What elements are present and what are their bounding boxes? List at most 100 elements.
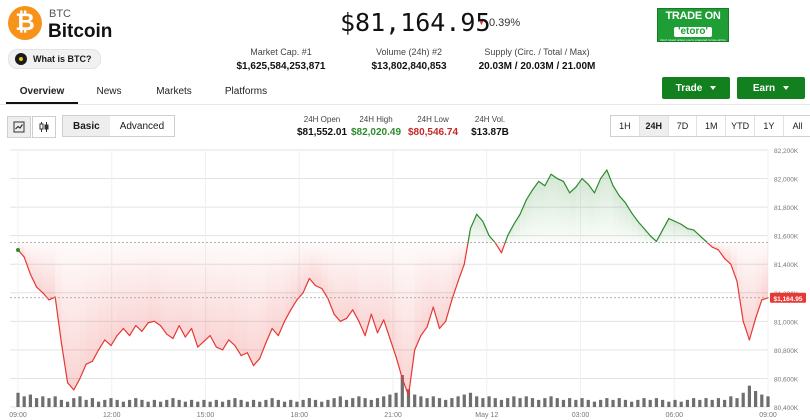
line-segment-down <box>345 309 354 320</box>
line-segment-down <box>203 335 211 342</box>
area-down <box>334 242 341 322</box>
area-up <box>470 214 477 243</box>
ohlc-label: 24H Open <box>303 115 341 124</box>
line-segment-down <box>494 242 503 254</box>
line-segment-down <box>159 325 168 335</box>
volume-bar <box>437 398 442 407</box>
area-down <box>346 242 353 319</box>
volume-bar <box>375 398 380 407</box>
line-segment-up <box>562 180 571 194</box>
range-1h-button[interactable]: 1H <box>611 116 640 136</box>
line-segment-down <box>451 280 459 301</box>
price-line <box>10 169 769 397</box>
tab-news[interactable]: News <box>96 85 122 97</box>
what-is-btc-button[interactable]: What is BTC? <box>8 49 101 69</box>
area-down <box>104 242 111 346</box>
area-down <box>737 242 744 322</box>
candlestick-toggle[interactable] <box>32 116 56 138</box>
line-segment-up <box>668 217 676 222</box>
line-segment-down <box>339 317 348 322</box>
y-tick-label: 81,000K <box>774 319 799 326</box>
line-segment-up <box>507 223 515 237</box>
x-tick-label: May 12 <box>475 412 498 419</box>
line-segment-down <box>234 345 242 357</box>
stat-label: Volume (24h) #2 <box>375 47 443 57</box>
line-segment-down <box>116 327 124 337</box>
area-down <box>445 242 452 322</box>
area-down <box>743 242 750 340</box>
volume-bar <box>667 401 671 407</box>
tab-platforms[interactable]: Platforms <box>224 85 268 97</box>
area-down <box>148 242 155 323</box>
volume-bar <box>673 399 677 407</box>
current-price: $81,164.95 <box>340 8 491 37</box>
area-down <box>48 242 56 300</box>
price-change: ▼ 0.39% <box>478 17 520 29</box>
volume-bar <box>115 399 119 407</box>
area-up <box>526 189 533 243</box>
line-segment-down <box>706 241 713 248</box>
volume-bar <box>679 401 683 407</box>
area-up <box>606 169 614 243</box>
line-segment-down <box>364 313 372 337</box>
area-down <box>371 242 378 333</box>
area-down <box>42 242 49 300</box>
range-7d-button[interactable]: 7D <box>669 116 698 136</box>
volume-bar <box>363 398 367 407</box>
area-down <box>315 242 322 289</box>
line-segment-up <box>556 177 565 183</box>
volume-bar <box>41 396 45 407</box>
area-down <box>253 242 260 366</box>
area-down <box>67 242 74 390</box>
line-chart-toggle[interactable] <box>7 116 31 138</box>
advanced-mode-button[interactable]: Advanced <box>119 120 165 132</box>
volume-bar <box>357 396 361 407</box>
area-down <box>724 242 731 265</box>
area-up <box>594 178 601 243</box>
volume-bar <box>239 399 243 407</box>
volume-bar <box>468 392 473 407</box>
area-up <box>644 228 651 243</box>
area-down <box>92 242 99 362</box>
line-segment-down <box>724 257 732 265</box>
range-ytd-button[interactable]: YTD <box>726 116 755 136</box>
range-1y-button[interactable]: 1Y <box>755 116 784 136</box>
line-segment-down <box>748 317 757 341</box>
volume-bars <box>16 375 770 407</box>
tab-overview[interactable]: Overview <box>6 80 78 104</box>
line-segment-up <box>624 202 633 214</box>
volume-bar <box>760 394 764 407</box>
area-up <box>662 218 669 243</box>
range-24h-button[interactable]: 24H <box>639 116 669 136</box>
etoro-ad-banner[interactable]: TRADE ON 'etoro' Don't invest unless you… <box>657 8 729 45</box>
volume-bar <box>475 396 479 407</box>
line-segment-down <box>755 299 763 320</box>
area-down <box>265 242 273 343</box>
area-up <box>563 181 570 243</box>
line-segment-down <box>29 273 38 288</box>
line-segment-down <box>265 327 273 344</box>
line-segment-down <box>91 349 100 362</box>
range-all-button[interactable]: All <box>792 121 803 131</box>
line-segment-up <box>680 223 689 230</box>
ohlc-value: $80,546.74 <box>407 127 459 138</box>
x-tick-label: 06:00 <box>665 412 683 419</box>
earn-button[interactable]: Earn <box>737 77 805 99</box>
trade-button[interactable]: Trade <box>662 77 730 99</box>
basic-mode-button[interactable]: Basic <box>63 116 110 136</box>
volume-bar <box>351 398 355 407</box>
range-1m-button[interactable]: 1M <box>697 116 727 136</box>
line-segment-down <box>215 346 224 351</box>
area-up <box>532 181 539 243</box>
area-down <box>117 242 124 336</box>
line-segment-down <box>414 335 422 351</box>
price-chart[interactable]: 82,200K82,000K81,800K81,600K81,400K81,20… <box>0 145 810 420</box>
x-tick-label: 03:00 <box>572 412 590 419</box>
area-up <box>588 184 595 243</box>
tab-markets[interactable]: Markets <box>156 85 192 97</box>
volume-bar <box>716 398 721 407</box>
volume-bar <box>741 392 745 407</box>
area-down <box>439 242 446 329</box>
area-down <box>61 242 68 383</box>
volume-bar <box>400 375 404 407</box>
